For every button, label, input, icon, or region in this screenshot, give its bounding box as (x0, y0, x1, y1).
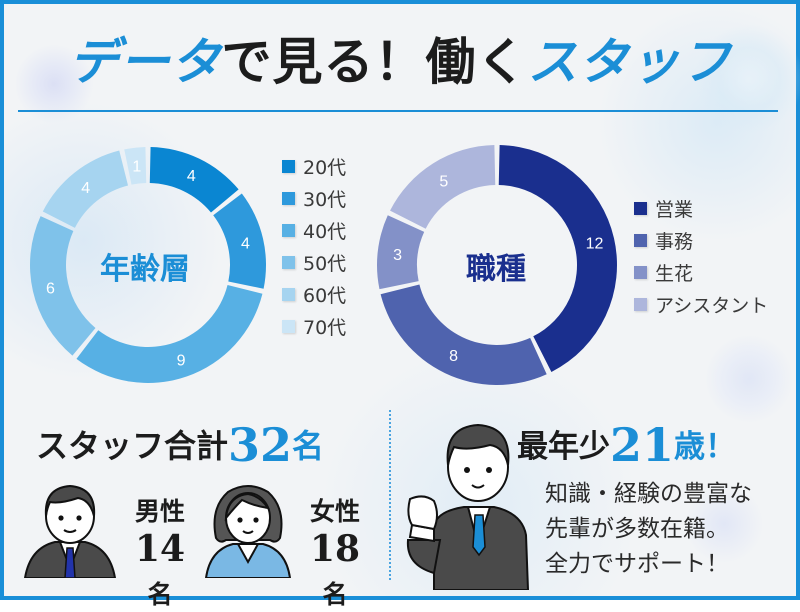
legend-label: アシスタント (655, 294, 769, 317)
support-description: 知識・経験の豊富な 先輩が多数在籍。 全力でサポート！ (545, 477, 752, 582)
legend-swatch-icon (634, 233, 647, 247)
donut-segment (124, 147, 147, 185)
legend-label: 30代 (303, 188, 347, 211)
staff-total-value: 32 (228, 418, 293, 472)
description-line-2: 先輩が多数在籍。 (545, 516, 729, 542)
staff-total-label: スタッフ合計 (36, 427, 229, 465)
legend-label: 20代 (303, 156, 347, 179)
legend-swatch-icon (634, 297, 647, 311)
male-unit: 名 (147, 580, 173, 609)
page-title: データで見る！働くスタッフ (0, 22, 800, 94)
legend-item: 60代 (282, 278, 346, 310)
female-value: 18 (309, 528, 361, 570)
legend-label: 70代 (303, 316, 347, 339)
donut-segment (498, 145, 618, 372)
segment-value-label: 4 (241, 236, 250, 253)
segment-value-label: 5 (439, 173, 448, 190)
legend-swatch-icon (282, 255, 295, 269)
flower-decoration (684, 484, 764, 564)
segment-value-label: 6 (46, 280, 55, 297)
legend-item: アシスタント (634, 288, 768, 320)
female-label: 女性 (309, 497, 360, 526)
segment-value-label: 3 (393, 247, 402, 264)
donut-segment (380, 284, 547, 385)
donut-segment (213, 193, 266, 289)
male-value: 14 (134, 528, 186, 570)
legend-item: 20代 (282, 150, 346, 182)
section-divider (389, 410, 391, 580)
description-line-3: 全力でサポート！ (545, 551, 729, 577)
job-legend: 営業事務生花アシスタント (634, 192, 768, 320)
title-underline (18, 110, 778, 112)
flower-decoration (694, 24, 800, 134)
legend-swatch-icon (634, 201, 647, 215)
legend-label: 60代 (303, 284, 347, 307)
legend-item: 事務 (634, 224, 768, 256)
legend-swatch-icon (282, 159, 295, 173)
segment-value-label: 4 (81, 180, 90, 197)
female-avatar-icon (204, 485, 292, 578)
legend-swatch-icon (282, 319, 295, 333)
female-count: 女性 18 名 (300, 492, 370, 612)
donut-segment (76, 284, 263, 383)
age-legend: 20代 30代 40代 50代 60代 70代 (282, 150, 346, 342)
segment-value-label: 8 (449, 348, 458, 365)
donut-segment (149, 147, 239, 213)
legend-swatch-icon (282, 287, 295, 301)
age-donut-chart: 4 4 9 6 4 1 (30, 147, 266, 383)
title-part-middle: で見る！働く (221, 32, 528, 91)
male-count: 男性 14 名 (125, 492, 195, 612)
legend-item: 生花 (634, 256, 768, 288)
description-line-1: 知識・経験の豊富な (545, 481, 752, 507)
legend-label: 40代 (303, 220, 347, 243)
staff-total-unit: 名 (292, 427, 325, 465)
male-label: 男性 (134, 497, 185, 526)
legend-label: 事務 (655, 230, 694, 253)
donut-segment (390, 145, 496, 229)
legend-swatch-icon (282, 223, 295, 237)
businessman-fist-icon (406, 423, 530, 590)
title-part-staff: スタッフ (527, 32, 732, 91)
youngest-label: 最年少 (517, 429, 610, 465)
youngest-value: 21 (610, 418, 675, 472)
legend-swatch-icon (282, 191, 295, 205)
legend-item: 30代 (282, 182, 346, 214)
legend-label: 生花 (655, 262, 694, 285)
staff-total: スタッフ合計32名 (36, 418, 324, 472)
segment-value-label: 4 (187, 168, 196, 185)
legend-item: 50代 (282, 246, 346, 278)
youngest-exclaim: ！ (705, 429, 737, 465)
segment-value-label: 9 (177, 352, 186, 369)
flower-decoration (704, 334, 794, 424)
title-part-data: データ (68, 32, 222, 91)
segment-value-label: 12 (586, 236, 604, 253)
donut-segment (377, 215, 425, 290)
job-chart-center-label: 職種 (466, 252, 526, 287)
male-avatar-icon (23, 484, 117, 578)
youngest-unit: 歳 (674, 429, 706, 465)
donut-segment (42, 150, 129, 228)
segment-value-label: 1 (132, 159, 141, 176)
job-donut-chart: 12 8 3 5 (377, 145, 618, 385)
age-chart-center-label: 年齢層 (100, 252, 190, 287)
legend-item: 40代 (282, 214, 346, 246)
donut-segment (30, 216, 96, 356)
legend-item: 営業 (634, 192, 768, 224)
legend-label: 50代 (303, 252, 347, 275)
legend-swatch-icon (634, 265, 647, 279)
female-unit: 名 (322, 580, 348, 609)
legend-label: 営業 (655, 198, 694, 221)
youngest-age: 最年少21歳！ (517, 418, 736, 472)
legend-item: 70代 (282, 310, 346, 342)
